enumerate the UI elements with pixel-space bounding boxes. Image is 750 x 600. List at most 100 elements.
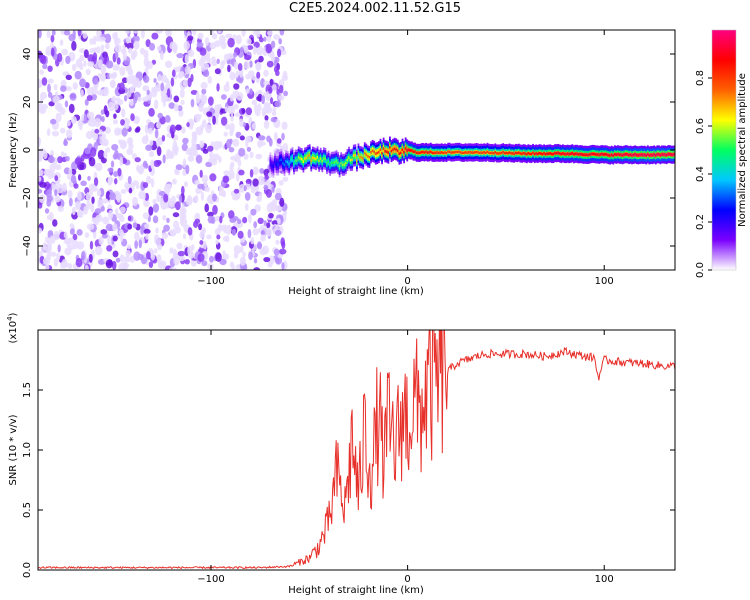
y-tick-label: −40 xyxy=(22,235,33,256)
noise-speckle xyxy=(266,222,271,229)
colorbar-tick-label: 0.8 xyxy=(695,70,706,86)
noise-speckle xyxy=(171,178,177,185)
ridge-cell xyxy=(621,153,624,157)
noise-speckle xyxy=(79,48,86,54)
noise-speckle xyxy=(243,54,252,61)
ridge-cell xyxy=(538,151,541,155)
noise-speckle xyxy=(57,244,61,253)
noise-speckle xyxy=(133,231,140,241)
noise-speckle xyxy=(277,48,282,58)
noise-speckle xyxy=(190,98,195,108)
noise-speckle xyxy=(158,190,166,197)
ridge-cell xyxy=(318,159,321,163)
ridge-cell xyxy=(445,151,448,155)
noise-speckle xyxy=(152,215,159,224)
ridge-cell xyxy=(495,152,498,155)
noise-speckle xyxy=(224,106,229,113)
noise-speckle xyxy=(215,252,222,262)
noise-speckle xyxy=(274,229,282,237)
noise-speckle xyxy=(235,77,242,83)
ridge-cell xyxy=(420,150,423,154)
ridge-cell xyxy=(643,153,646,157)
ridge-cell xyxy=(574,152,577,156)
noise-speckle xyxy=(38,169,44,176)
ridge-cell xyxy=(338,165,341,168)
noise-speckle xyxy=(266,60,274,68)
ridge-cell xyxy=(451,151,454,154)
ridge-cell xyxy=(297,156,300,159)
ridge-cell xyxy=(455,150,457,154)
noise-speckle xyxy=(141,135,149,145)
noise-speckle xyxy=(91,196,95,204)
noise-speckle xyxy=(127,223,133,230)
ridge-cell xyxy=(436,151,439,154)
ridge-cell xyxy=(396,149,399,152)
ridge-cell xyxy=(348,156,350,160)
ridge-cell xyxy=(431,151,434,155)
ridge-cell xyxy=(551,152,553,156)
noise-speckle xyxy=(211,33,218,40)
ridge-cell xyxy=(529,152,531,156)
ridge-cell xyxy=(628,153,630,157)
noise-speckle xyxy=(115,257,121,263)
noise-speckle xyxy=(77,174,82,181)
noise-speckle xyxy=(104,33,112,44)
ridge-cell xyxy=(546,152,549,156)
ridge-cell xyxy=(271,164,273,167)
noise-speckle xyxy=(184,65,191,75)
noise-speckle xyxy=(54,188,58,197)
noise-speckle xyxy=(173,146,179,156)
noise-speckle xyxy=(93,132,98,141)
ridge-cell xyxy=(659,153,662,157)
noise-speckle xyxy=(266,135,271,143)
noise-speckle xyxy=(163,224,170,232)
noise-speckle xyxy=(71,63,77,72)
ridge-cell xyxy=(464,151,467,154)
noise-speckle xyxy=(233,104,239,110)
noise-speckle xyxy=(148,206,154,216)
noise-speckle xyxy=(46,30,51,39)
ridge-cell xyxy=(510,151,512,155)
ridge-cell xyxy=(333,161,336,164)
ridge-cell xyxy=(415,151,418,155)
noise-speckle xyxy=(64,156,70,162)
noise-speckle xyxy=(105,60,114,69)
ridge-cell xyxy=(497,152,500,155)
noise-speckle xyxy=(100,157,107,164)
noise-speckle xyxy=(272,106,277,115)
noise-speckle xyxy=(196,41,204,48)
noise-speckle xyxy=(103,150,108,159)
noise-speckle xyxy=(257,217,264,225)
ridge-cell xyxy=(390,149,393,153)
noise-speckle xyxy=(125,90,132,98)
chart-title: C2E5.2024.002.11.52.G15 xyxy=(288,1,462,16)
noise-speckle xyxy=(51,182,55,190)
noise-speckle xyxy=(204,203,210,213)
noise-speckle xyxy=(283,210,288,217)
noise-speckle xyxy=(230,161,235,168)
noise-speckle xyxy=(108,209,114,220)
ridge-cell xyxy=(511,152,514,155)
ridge-cell xyxy=(384,149,387,153)
ridge-cell xyxy=(562,152,564,155)
noise-speckle xyxy=(185,148,193,156)
noise-speckle xyxy=(123,256,131,263)
ridge-cell xyxy=(593,152,596,156)
noise-speckle xyxy=(157,262,166,269)
noise-speckle xyxy=(225,33,233,39)
ridge-cell xyxy=(371,149,374,153)
noise-speckle xyxy=(155,227,159,234)
ridge-cell xyxy=(417,151,420,155)
noise-speckle xyxy=(174,201,181,211)
noise-speckle xyxy=(237,159,242,167)
noise-speckle xyxy=(201,227,207,234)
noise-speckle xyxy=(278,38,283,45)
ridge-cell xyxy=(337,161,339,165)
ridge-cell xyxy=(569,152,572,156)
ridge-cell xyxy=(530,152,533,156)
noise-speckle xyxy=(98,135,106,145)
ridge-cell xyxy=(521,152,523,156)
noise-speckle xyxy=(110,160,115,168)
noise-speckle xyxy=(101,233,108,239)
ridge-cell xyxy=(356,159,358,162)
